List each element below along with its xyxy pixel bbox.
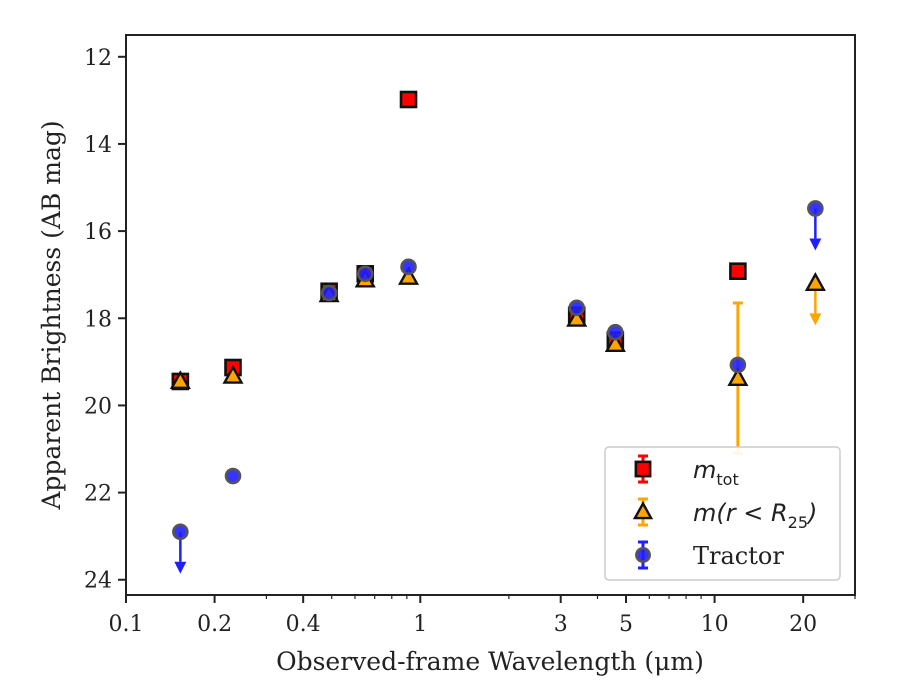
data-point [804, 272, 826, 291]
y-tick-label: 16 [84, 220, 112, 245]
x-tick-label: 0.4 [286, 612, 321, 637]
upper-limit-arrowhead [809, 313, 822, 326]
legend-marker [635, 547, 651, 563]
data-point [727, 367, 749, 386]
y-tick-label: 12 [84, 46, 112, 71]
legend-label-main: Tractor [693, 542, 784, 570]
series-2 [169, 265, 826, 455]
y-tick-label: 24 [84, 569, 112, 594]
x-tick-label: 3 [554, 612, 568, 637]
legend-item: Tractor [635, 540, 784, 570]
legend-label: mtot [693, 456, 739, 489]
x-tick-label: 5 [619, 612, 633, 637]
upper-limit-arrowhead [174, 561, 187, 574]
y-tick-label: 20 [84, 394, 112, 419]
data-point [399, 90, 418, 109]
upper-limit-arrowhead [809, 238, 822, 251]
x-tick-label: 1 [413, 612, 427, 637]
x-axis-label: Observed-frame Wavelength (μm) [276, 647, 704, 676]
plot-layer [169, 90, 826, 574]
y-axis-label: Apparent Brightness (AB mag) [37, 120, 66, 510]
data-point [807, 200, 824, 217]
data-point [729, 262, 747, 281]
x-tick-label: 0.2 [197, 612, 232, 637]
legend-label-main: m [693, 456, 716, 484]
y-tick-label: 14 [84, 133, 112, 158]
data-point [224, 467, 242, 485]
data-point [320, 284, 338, 302]
legend-marker [634, 460, 652, 478]
legend-item: mtot [634, 454, 739, 489]
x-tick-label: 0.1 [109, 612, 144, 637]
data-point [604, 333, 626, 352]
plot-frame [125, 34, 856, 596]
legend: mtot m(r < R25) Tractor [604, 446, 841, 581]
data-point [169, 370, 191, 390]
data-point [356, 265, 374, 283]
data-point [222, 364, 244, 384]
y-axis: 12 14 16 18 20 22 24 [84, 46, 126, 594]
data-point [607, 323, 624, 341]
x-axis: 0.1 0.2 0.4 1 3 5 10 20 [109, 595, 856, 637]
y-tick-label: 22 [84, 482, 112, 507]
legend-label: Tractor [693, 542, 784, 570]
legend-label-main: m(r < R [693, 499, 788, 527]
legend-label-rest: ) [806, 499, 817, 527]
data-point [729, 356, 747, 374]
data-point [568, 299, 586, 317]
legend-label-subscript: 25 [788, 513, 808, 532]
series-1 [171, 90, 747, 391]
legend-label: m(r < R25) [693, 499, 817, 532]
legend-item: m(r < R25) [632, 497, 817, 532]
y-tick-label: 18 [84, 307, 112, 332]
legend-marker [632, 501, 654, 520]
data-point [172, 523, 189, 541]
data-point [400, 258, 417, 276]
legend-label-subscript: tot [716, 470, 738, 489]
data-point [566, 307, 588, 327]
data-point [397, 265, 420, 285]
x-tick-label: 20 [789, 612, 817, 637]
legend-box [604, 446, 841, 581]
series-3 [172, 200, 824, 574]
x-tick-label: 10 [701, 612, 729, 637]
